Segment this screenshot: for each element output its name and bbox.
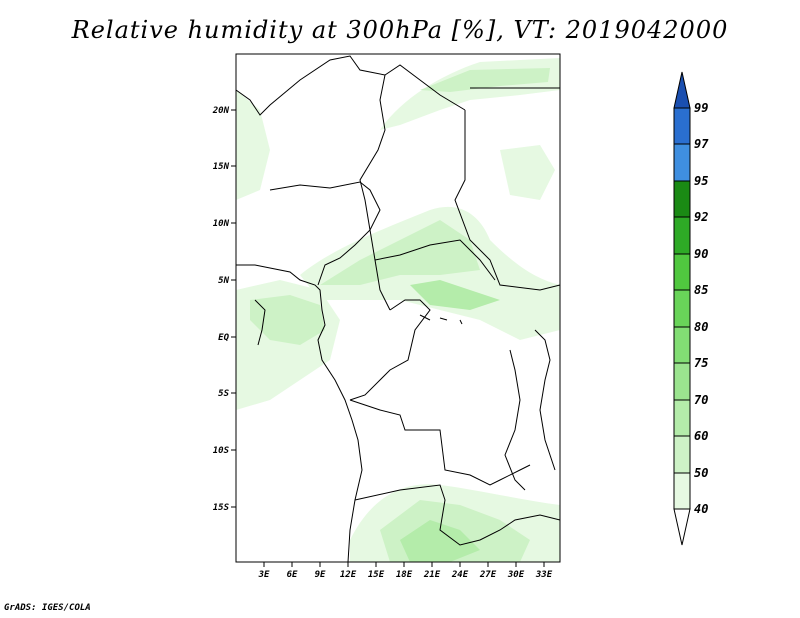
svg-text:10N: 10N (213, 219, 230, 229)
lat-axis: 20N 15N 10N 5N EQ 5S 10S 15S (212, 106, 236, 513)
lat-label-15S: 15S (213, 503, 236, 513)
svg-text:27E: 27E (479, 570, 497, 580)
shade-central-core (320, 220, 480, 285)
shade-west-core (250, 295, 325, 345)
shade-east-patch (500, 145, 555, 200)
legend-box-95-97 (673, 143, 691, 182)
shade-northwest (236, 90, 270, 200)
shade-southern-peak (400, 520, 480, 562)
svg-text:5S: 5S (218, 389, 229, 399)
legend-box-90-92 (673, 216, 691, 255)
lon-axis: 3E 6E 9E 12E 15E 18E 21E 24E 27E 30E 33E (258, 562, 553, 580)
legend-label-75: 75 (694, 356, 708, 370)
legend-label-90: 90 (694, 247, 708, 261)
lon-label-27E: 27E (479, 562, 497, 580)
svg-text:21E: 21E (423, 570, 441, 580)
svg-text:15E: 15E (368, 570, 385, 580)
lon-label-12E: 12E (340, 562, 357, 580)
legend-label-40: 40 (694, 502, 708, 516)
lon-label-3E: 3E (258, 562, 270, 580)
legend-label-95: 95 (694, 174, 708, 188)
legend-label-85: 85 (694, 283, 708, 297)
legend-box-40-50 (673, 472, 691, 510)
svg-text:18E: 18E (396, 570, 413, 580)
lon-label-6E: 6E (287, 562, 298, 580)
lat-label-5N: 5N (218, 276, 236, 286)
legend-box-85-90 (673, 253, 691, 291)
chart-title: Relative humidity at 300hPa [%], VT: 201… (71, 16, 729, 44)
country-borders (235, 55, 561, 563)
footer-credit: GrADS: IGES/COLA (4, 603, 91, 613)
svg-text:12E: 12E (340, 570, 357, 580)
legend-label-97: 97 (694, 137, 709, 151)
legend-label-80: 80 (694, 320, 708, 334)
legend-label-60: 60 (694, 429, 708, 443)
svg-text:6E: 6E (287, 570, 298, 580)
shade-north-band-core (420, 68, 550, 92)
lon-label-15E: 15E (368, 562, 385, 580)
svg-text:10S: 10S (213, 446, 230, 456)
legend-arrow-top (673, 71, 691, 109)
svg-text:20N: 20N (212, 106, 230, 116)
humidity-shading (236, 58, 560, 562)
svg-text:EQ: EQ (218, 333, 229, 343)
shade-central-peak (410, 280, 500, 310)
lon-label-24E: 24E (451, 562, 469, 580)
lon-label-21E: 21E (423, 562, 441, 580)
legend-box-60-70 (673, 399, 691, 437)
legend-box-80-85 (673, 289, 691, 328)
lat-label-20N: 20N (212, 106, 236, 116)
svg-text:30E: 30E (507, 570, 525, 580)
svg-text:9E: 9E (315, 570, 326, 580)
legend-label-92: 92 (694, 210, 708, 224)
svg-text:15N: 15N (213, 162, 230, 172)
legend-box-70-75 (673, 362, 691, 401)
lat-label-10S: 10S (213, 446, 236, 456)
legend-arrow-bottom (673, 508, 691, 546)
lon-label-33E: 33E (535, 562, 553, 580)
svg-text:5N: 5N (218, 276, 229, 286)
svg-text:33E: 33E (535, 570, 553, 580)
legend-box-75-80 (673, 326, 691, 364)
lat-label-15N: 15N (213, 162, 236, 172)
legend-box-92-95 (673, 180, 691, 218)
lon-label-9E: 9E (315, 562, 326, 580)
color-legend: 99 97 95 92 90 85 80 75 70 60 50 40 (673, 71, 709, 546)
legend-label-70: 70 (694, 393, 708, 407)
legend-box-50-60 (673, 435, 691, 474)
lat-label-10N: 10N (213, 219, 236, 229)
svg-text:15S: 15S (213, 503, 230, 513)
lon-label-30E: 30E (507, 562, 525, 580)
map-frame (235, 53, 561, 563)
lat-label-5S: 5S (218, 389, 236, 399)
legend-label-50: 50 (694, 466, 708, 480)
lat-label-EQ: EQ (218, 333, 236, 343)
lon-label-18E: 18E (396, 562, 413, 580)
legend-label-99: 99 (694, 101, 708, 115)
svg-text:3E: 3E (258, 570, 270, 580)
svg-text:24E: 24E (451, 570, 469, 580)
legend-box-97-99 (673, 107, 691, 145)
